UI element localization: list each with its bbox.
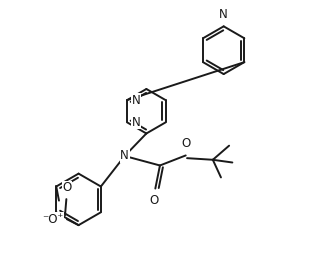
- Text: N: N: [120, 150, 129, 162]
- Text: N: N: [132, 116, 140, 129]
- Text: ⁻O: ⁻O: [42, 213, 57, 226]
- Text: N: N: [132, 94, 140, 107]
- Text: N: N: [219, 8, 228, 21]
- Text: N⁺: N⁺: [50, 213, 64, 222]
- Text: O: O: [62, 181, 72, 194]
- Text: O: O: [181, 137, 190, 150]
- Text: O: O: [150, 195, 159, 207]
